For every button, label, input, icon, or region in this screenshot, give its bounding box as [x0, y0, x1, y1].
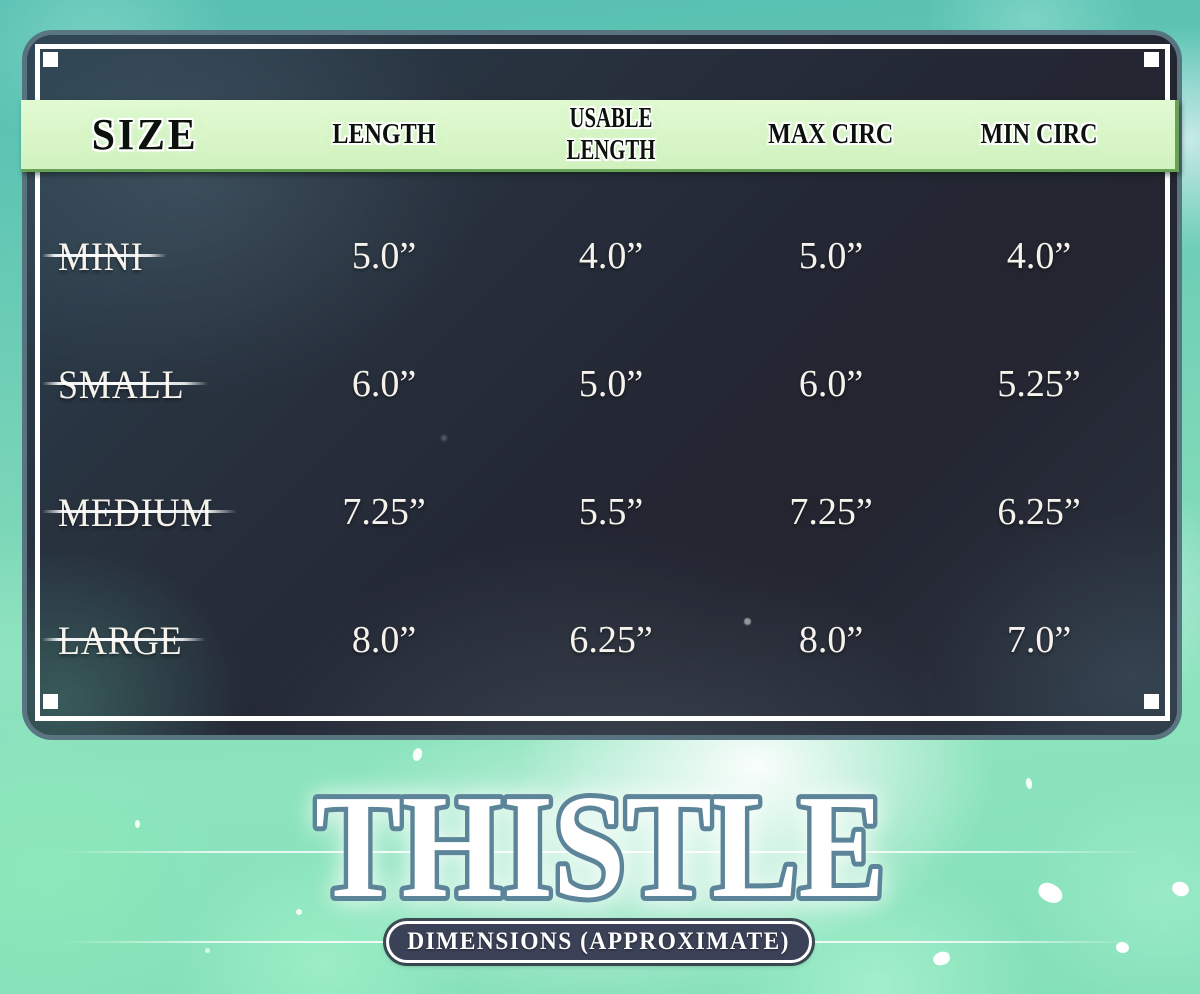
row-label-cell: MEDIUM [21, 489, 269, 536]
sparkle-dot [135, 820, 140, 828]
length-value: 5.0” [351, 235, 417, 277]
length-value: 8.0” [351, 619, 417, 661]
usable-length-value: 4.0” [578, 235, 644, 277]
frame-corner-top-right [1144, 52, 1159, 67]
max-circ-value: 5.0” [798, 235, 864, 277]
min-circ-value: 5.25” [997, 363, 1081, 405]
row-label-cell: LARGE [21, 617, 269, 664]
column-header-usable-length-label: USABLE LENGTH [566, 102, 656, 166]
size-table-body: MINI 5.0” 4.0” 5.0” 4.0” SMALL 6.0” 5.0”… [21, 192, 1175, 704]
table-row-small: SMALL 6.0” 5.0” 6.0” 5.25” [21, 320, 1175, 448]
product-title: THISTLE [310, 784, 890, 924]
table-row-large: LARGE 8.0” 6.25” 8.0” 7.0” [21, 576, 1175, 704]
sparkle-dot [1025, 777, 1033, 790]
usable-length-value: 5.0” [578, 363, 644, 405]
table-row-medium: MEDIUM 7.25” 5.5” 7.25” 6.25” [21, 448, 1175, 576]
frame-corner-bottom-right [1144, 694, 1159, 709]
row-label: MEDIUM [58, 489, 214, 535]
table-row-mini: MINI 5.0” 4.0” 5.0” 4.0” [21, 192, 1175, 320]
product-title-text: THISTLE [315, 784, 885, 924]
min-circ-value: 6.25” [997, 491, 1081, 533]
column-header-size: SIZE [21, 109, 269, 160]
inner-frame-border [35, 44, 1170, 721]
usable-length-value: 5.5” [578, 491, 644, 533]
column-header-min-circ: MIN CIRC [939, 119, 1139, 151]
row-label-cell: SMALL [21, 361, 269, 408]
usable-length-value: 6.25” [569, 619, 653, 661]
row-label: LARGE [58, 617, 183, 663]
column-header-usable-length: USABLE LENGTH [499, 103, 723, 167]
frame-corner-top-left [43, 52, 58, 67]
max-circ-value: 7.25” [789, 491, 873, 533]
column-header-length: LENGTH [269, 119, 499, 151]
column-header-min-circ-label: MIN CIRC [980, 118, 1098, 150]
min-circ-value: 7.0” [1006, 619, 1072, 661]
frame-corner-bottom-left [43, 694, 58, 709]
header-row: SIZE LENGTH USABLE LENGTH MAX CIRC MIN C… [21, 100, 1175, 169]
petal-shape [1170, 879, 1191, 899]
header-band: SIZE LENGTH USABLE LENGTH MAX CIRC MIN C… [21, 100, 1179, 172]
subtitle-badge-label: DIMENSIONS (APPROXIMATE) [407, 928, 791, 955]
max-circ-value: 8.0” [798, 619, 864, 661]
sparkle-dot [441, 435, 447, 441]
sparkle-dot [411, 747, 424, 762]
min-circ-value: 4.0” [1006, 235, 1072, 277]
petal-shape [1035, 879, 1066, 907]
petal-shape [931, 950, 952, 967]
length-value: 7.25” [342, 491, 426, 533]
subtitle-badge: DIMENSIONS (APPROXIMATE) [386, 921, 812, 963]
sparkle-dot [296, 909, 302, 915]
sparkle-dot [744, 618, 751, 625]
max-circ-value: 6.0” [798, 363, 864, 405]
column-header-length-label: LENGTH [332, 118, 436, 150]
column-header-size-label: SIZE [91, 110, 199, 159]
row-label-cell: MINI [21, 233, 269, 280]
row-label: MINI [58, 233, 144, 279]
title-flourish-line [55, 851, 1145, 853]
column-header-max-circ-label: MAX CIRC [768, 118, 894, 150]
column-header-max-circ: MAX CIRC [723, 119, 939, 151]
row-label: SMALL [58, 361, 185, 407]
length-value: 6.0” [351, 363, 417, 405]
sparkle-dot [205, 948, 210, 953]
